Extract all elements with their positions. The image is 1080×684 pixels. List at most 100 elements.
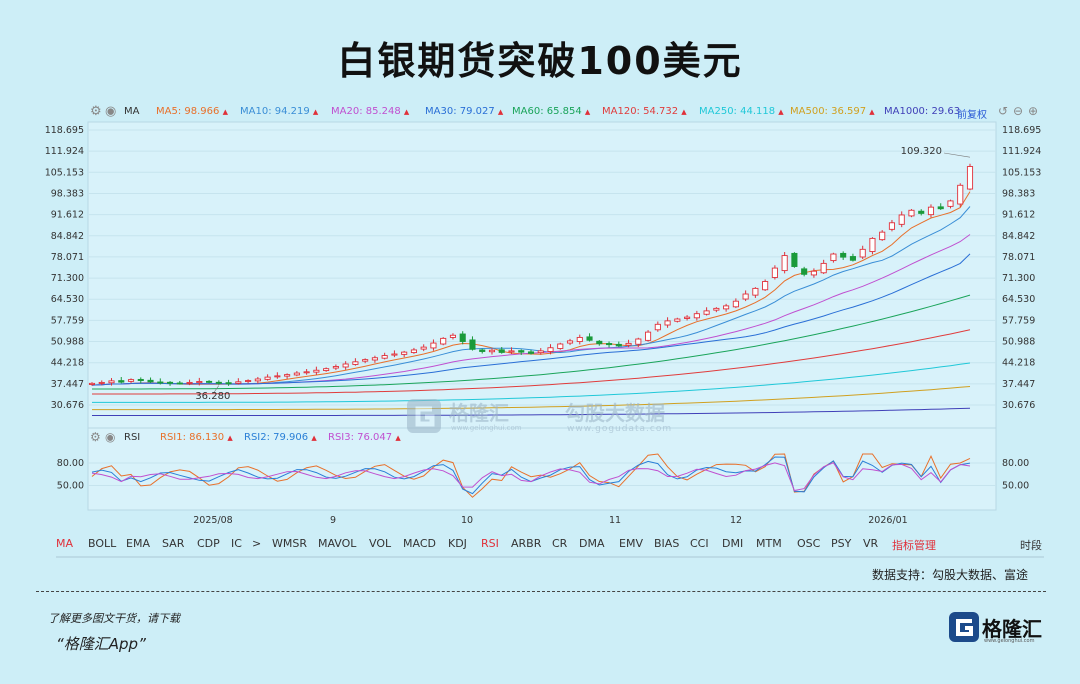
- candle-body: [108, 380, 115, 384]
- tab-kdj[interactable]: KDJ: [448, 537, 467, 550]
- candle-body: [723, 305, 730, 310]
- promo-app: “格隆汇App”: [56, 635, 146, 653]
- tab-时段[interactable]: 时段: [1020, 539, 1042, 552]
- tab-boll[interactable]: BOLL: [88, 537, 117, 550]
- grid-lines: [88, 129, 996, 486]
- candle-body: [947, 200, 954, 207]
- candle-body: [664, 320, 671, 326]
- settings-icon[interactable]: ⚙: [90, 104, 102, 119]
- zoom-in-icon[interactable]: ⊕: [1028, 104, 1039, 118]
- candle-body: [908, 209, 915, 217]
- rsi-indicator-label[interactable]: RSI: [124, 432, 141, 443]
- candle-body: [342, 363, 349, 368]
- y-tick-right: 30.676: [1002, 400, 1035, 411]
- candle-body: [879, 231, 886, 241]
- tab-emv[interactable]: EMV: [619, 537, 643, 550]
- x-tick: 2025/08: [193, 515, 232, 526]
- candle-body: [557, 343, 564, 349]
- ma-line-ma120: [92, 329, 971, 395]
- indicator-tabs: MA BOLL EMA SAR CDP IC > WMSR MAVOL VOL MACD KDJ RSI…: [56, 537, 1046, 555]
- undo-icon[interactable]: ↺: [998, 104, 1009, 118]
- candle-body: [654, 323, 661, 331]
- y-tick-left: 78.071: [51, 252, 84, 263]
- y-tick-right: 98.383: [1002, 188, 1035, 199]
- rsi-settings-icon[interactable]: ⚙: [90, 430, 101, 444]
- candle-body: [547, 347, 554, 352]
- watermark-brand: 格隆汇: [449, 401, 509, 425]
- x-tick: 9: [330, 515, 336, 526]
- candle-body: [410, 349, 417, 354]
- candle-body: [771, 267, 778, 278]
- tab-vol[interactable]: VOL: [369, 537, 392, 550]
- tab-cr[interactable]: CR: [552, 537, 568, 550]
- zoom-out-icon[interactable]: ⊖: [1013, 104, 1024, 118]
- tab-mtm[interactable]: MTM: [756, 537, 782, 550]
- candle-body: [274, 375, 281, 378]
- ma-legend-ma1000: MA1000: 29.63: [884, 106, 961, 117]
- tab-dma[interactable]: DMA: [579, 537, 605, 550]
- high-annotation: 109.320: [901, 146, 942, 157]
- candle-body: [762, 281, 769, 291]
- ma-line-ma60: [92, 294, 971, 390]
- tab-vr[interactable]: VR: [863, 537, 879, 550]
- rsi-legend-rsi1: RSI1: 86.130 ▲: [160, 432, 233, 443]
- tab-ic[interactable]: IC: [231, 537, 242, 550]
- candle-body: [186, 381, 193, 384]
- candle-body: [391, 353, 398, 356]
- eye-icon[interactable]: ◉: [105, 104, 117, 119]
- brand-name: 格隆汇: [982, 617, 1042, 641]
- tab-macd[interactable]: MACD: [403, 537, 436, 550]
- tab-ema[interactable]: EMA: [126, 537, 150, 550]
- candle-body: [352, 361, 359, 365]
- candle-body: [303, 371, 310, 374]
- promo-text: 了解更多图文干货，请下载: [48, 612, 180, 625]
- candle-body: [449, 334, 457, 338]
- ma-legend-ma60: MA60: 65.854 ▲: [512, 106, 591, 117]
- candle-body: [527, 351, 535, 354]
- watermark-sub: www.gelonghui.com: [451, 424, 522, 432]
- low-pointer: [212, 385, 220, 395]
- adjust-label[interactable]: 前复权: [957, 110, 987, 121]
- candle-body: [537, 350, 544, 354]
- y-tick-right: 71.300: [1002, 273, 1035, 284]
- candle-body: [293, 372, 300, 376]
- tab-指标管理[interactable]: 指标管理: [892, 539, 936, 552]
- brand-logo-icon: [949, 612, 979, 642]
- rsi-y-tick-right: 80.00: [1002, 458, 1029, 469]
- rsi-y-tick-left: 80.00: [57, 458, 84, 469]
- candle-body: [401, 351, 408, 355]
- y-tick-left: 84.842: [51, 231, 84, 242]
- candle-body: [235, 381, 242, 384]
- candle-body: [781, 255, 788, 272]
- tab-osc[interactable]: OSC: [797, 537, 821, 550]
- tab-rsi[interactable]: RSI: [481, 537, 499, 550]
- tab-sar[interactable]: SAR: [162, 537, 185, 550]
- candle-body: [488, 349, 496, 353]
- ma-indicator-label[interactable]: MA: [124, 106, 140, 117]
- candle-body: [810, 270, 817, 276]
- candle-body: [684, 316, 691, 319]
- candle-body: [323, 368, 330, 372]
- candle-body: [518, 350, 525, 353]
- arrow-up-icon: ▲: [869, 108, 875, 116]
- candle-body: [742, 293, 749, 300]
- tab-psy[interactable]: PSY: [831, 537, 852, 550]
- candle-body: [215, 381, 222, 384]
- candle-body: [264, 376, 271, 380]
- candle-body: [147, 379, 154, 383]
- candle-body: [566, 340, 574, 344]
- tab-more[interactable]: >: [252, 537, 262, 550]
- tab-cdp[interactable]: CDP: [197, 537, 220, 550]
- tab-wmsr[interactable]: WMSR: [272, 537, 307, 550]
- tab-mavol[interactable]: MAVOL: [318, 537, 357, 550]
- axis-labels: 118.695 118.695 111.924 111.924 105.153 105.1…: [45, 125, 1042, 526]
- tab-bias[interactable]: BIAS: [654, 537, 680, 550]
- rsi-eye-icon[interactable]: ◉: [105, 430, 116, 444]
- candle-body: [859, 248, 866, 258]
- tab-ma[interactable]: MA: [56, 537, 74, 550]
- tab-cci[interactable]: CCI: [690, 537, 709, 550]
- ma-legend-ma500: MA500: 36.597 ▲: [790, 106, 875, 117]
- candle-body: [596, 340, 603, 345]
- tab-dmi[interactable]: DMI: [722, 537, 744, 550]
- tab-arbr[interactable]: ARBR: [511, 537, 542, 550]
